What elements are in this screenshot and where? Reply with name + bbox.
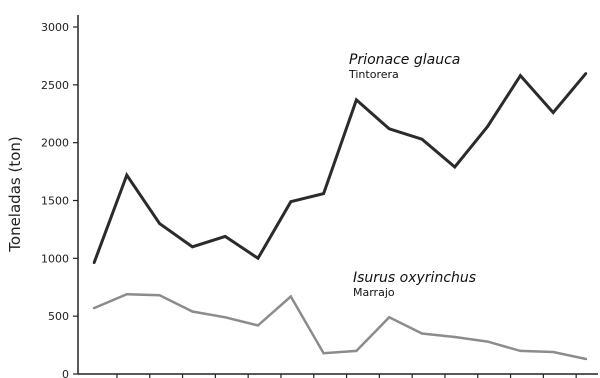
data-point <box>453 335 456 339</box>
data-point <box>486 340 489 343</box>
series-line-isurus-oxyrinchus <box>93 292 587 361</box>
data-point <box>453 165 456 169</box>
y-tick-label: 1000 <box>41 252 69 265</box>
data-point <box>388 316 391 319</box>
axes: 0 500 1000 1500 2000 2500 3000 <box>41 15 598 378</box>
data-point <box>125 292 128 296</box>
y-tick-label: 3000 <box>41 21 69 34</box>
data-point <box>256 324 260 327</box>
data-point <box>158 222 161 225</box>
data-point <box>92 306 96 310</box>
data-point <box>322 192 325 195</box>
data-point <box>191 245 194 248</box>
data-point <box>125 173 128 177</box>
data-point <box>420 332 424 335</box>
data-point <box>420 137 424 141</box>
y-tick-label: 500 <box>48 310 69 323</box>
data-point <box>552 350 555 354</box>
data-point <box>388 127 391 130</box>
series-subtitle-tintorera: Tintorera <box>348 68 399 81</box>
data-point <box>191 310 194 313</box>
data-point <box>224 235 227 238</box>
data-point <box>355 98 358 102</box>
data-point <box>289 200 292 203</box>
data-point <box>584 72 588 75</box>
data-point <box>584 357 588 361</box>
series-line-prionace-glauca <box>92 72 588 264</box>
data-point <box>92 261 96 265</box>
series-layer <box>92 72 588 361</box>
y-tick-label: 2500 <box>41 79 69 92</box>
y-tick-label: 2000 <box>41 137 69 150</box>
data-point <box>552 111 555 114</box>
data-point <box>486 125 489 128</box>
data-point <box>256 257 260 260</box>
data-point <box>289 295 292 298</box>
data-point <box>158 294 161 297</box>
y-axis-title: Toneladas (ton) <box>6 136 24 252</box>
series-subtitle-marrajo: Marrajo <box>353 286 395 299</box>
data-point <box>355 349 358 353</box>
data-point <box>519 74 522 77</box>
y-tick-label: 0 <box>62 368 69 378</box>
data-point <box>519 349 522 353</box>
y-tick-label: 1500 <box>41 195 69 208</box>
series-title-prionace: Prionace glauca <box>349 52 460 68</box>
series-title-isurus: Isurus oxyrinchus <box>353 270 476 286</box>
data-point <box>224 316 227 319</box>
data-point <box>322 351 325 355</box>
